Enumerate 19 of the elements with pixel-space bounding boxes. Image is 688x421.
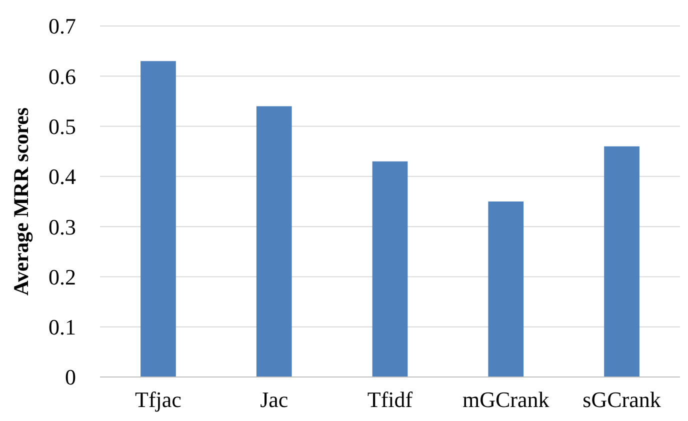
x-tick-label: Tfjac [135, 387, 182, 412]
y-tick-label: 0.1 [48, 314, 76, 340]
y-tick-label: 0.7 [48, 14, 76, 39]
y-tick-label: 0.2 [48, 264, 76, 290]
bar [604, 146, 640, 377]
y-tick-label: 0.4 [48, 164, 76, 190]
y-tick-label: 0 [65, 364, 76, 390]
y-tick-label: 0.6 [48, 64, 76, 89]
x-tick-label: Jac [260, 387, 288, 412]
bar [140, 61, 176, 377]
y-tick-label: 0.3 [48, 214, 76, 240]
bar [256, 106, 292, 377]
x-tick-label: mGCrank [462, 387, 550, 412]
y-axis-title: Average MRR scores [9, 107, 33, 296]
x-tick-label: sGCrank [582, 387, 661, 412]
bar [372, 161, 408, 377]
y-tick-label: 0.5 [48, 114, 76, 139]
bar [488, 202, 524, 377]
x-tick-label: Tfidf [367, 387, 414, 412]
